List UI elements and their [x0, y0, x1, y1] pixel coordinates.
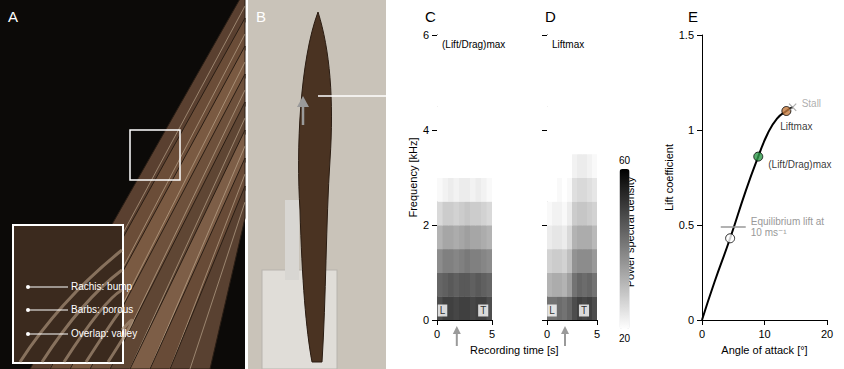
svg-text:0: 0: [423, 314, 429, 326]
svg-text:0: 0: [434, 328, 440, 340]
svg-text:T: T: [480, 305, 486, 316]
svg-text:(Lift/Drag)max: (Lift/Drag)max: [442, 39, 505, 50]
svg-text:10: 10: [758, 328, 770, 340]
svg-text:0: 0: [544, 328, 550, 340]
svg-text:20: 20: [619, 333, 631, 344]
svg-text:Stall: Stall: [802, 98, 821, 109]
svg-text:L: L: [440, 305, 446, 316]
svg-text:0: 0: [688, 314, 694, 326]
svg-text:2: 2: [423, 219, 429, 231]
svg-text:Power spectral density: Power spectral density: [624, 176, 636, 288]
svg-text:C: C: [425, 8, 436, 25]
svg-text:Overlap: valley: Overlap: valley: [71, 328, 137, 339]
svg-text:L: L: [549, 305, 555, 316]
svg-text:6: 6: [423, 29, 429, 41]
svg-text:B: B: [256, 8, 266, 25]
svg-text:Rachis: bump: Rachis: bump: [71, 281, 133, 292]
svg-text:T: T: [581, 305, 587, 316]
svg-text:1: 1: [688, 124, 694, 136]
svg-text:Liftmax: Liftmax: [552, 39, 584, 50]
svg-text:Angle of attack [°]: Angle of attack [°]: [721, 344, 807, 356]
svg-text:(Lift/Drag)max: (Lift/Drag)max: [768, 159, 831, 170]
svg-text:A: A: [8, 8, 18, 25]
svg-text:Equilibrium lift at: Equilibrium lift at: [751, 216, 827, 227]
svg-text:10 ms⁻¹: 10 ms⁻¹: [751, 227, 788, 238]
svg-text:60: 60: [619, 155, 631, 166]
svg-text:Liftmax: Liftmax: [780, 121, 812, 132]
svg-text:1.5: 1.5: [679, 29, 694, 41]
svg-text:0.5: 0.5: [679, 219, 694, 231]
svg-text:Lift coefficient: Lift coefficient: [663, 144, 675, 211]
svg-text:Barbs: porous: Barbs: porous: [71, 304, 133, 315]
svg-text:4: 4: [423, 124, 429, 136]
svg-text:5: 5: [594, 328, 600, 340]
svg-text:E: E: [688, 8, 698, 25]
svg-text:20: 20: [821, 328, 833, 340]
svg-text:Recording time [s]: Recording time [s]: [470, 344, 559, 356]
svg-text:0: 0: [699, 328, 705, 340]
svg-text:Frequency [kHz]: Frequency [kHz]: [407, 137, 419, 217]
svg-text:D: D: [545, 8, 556, 25]
svg-text:5: 5: [489, 328, 495, 340]
